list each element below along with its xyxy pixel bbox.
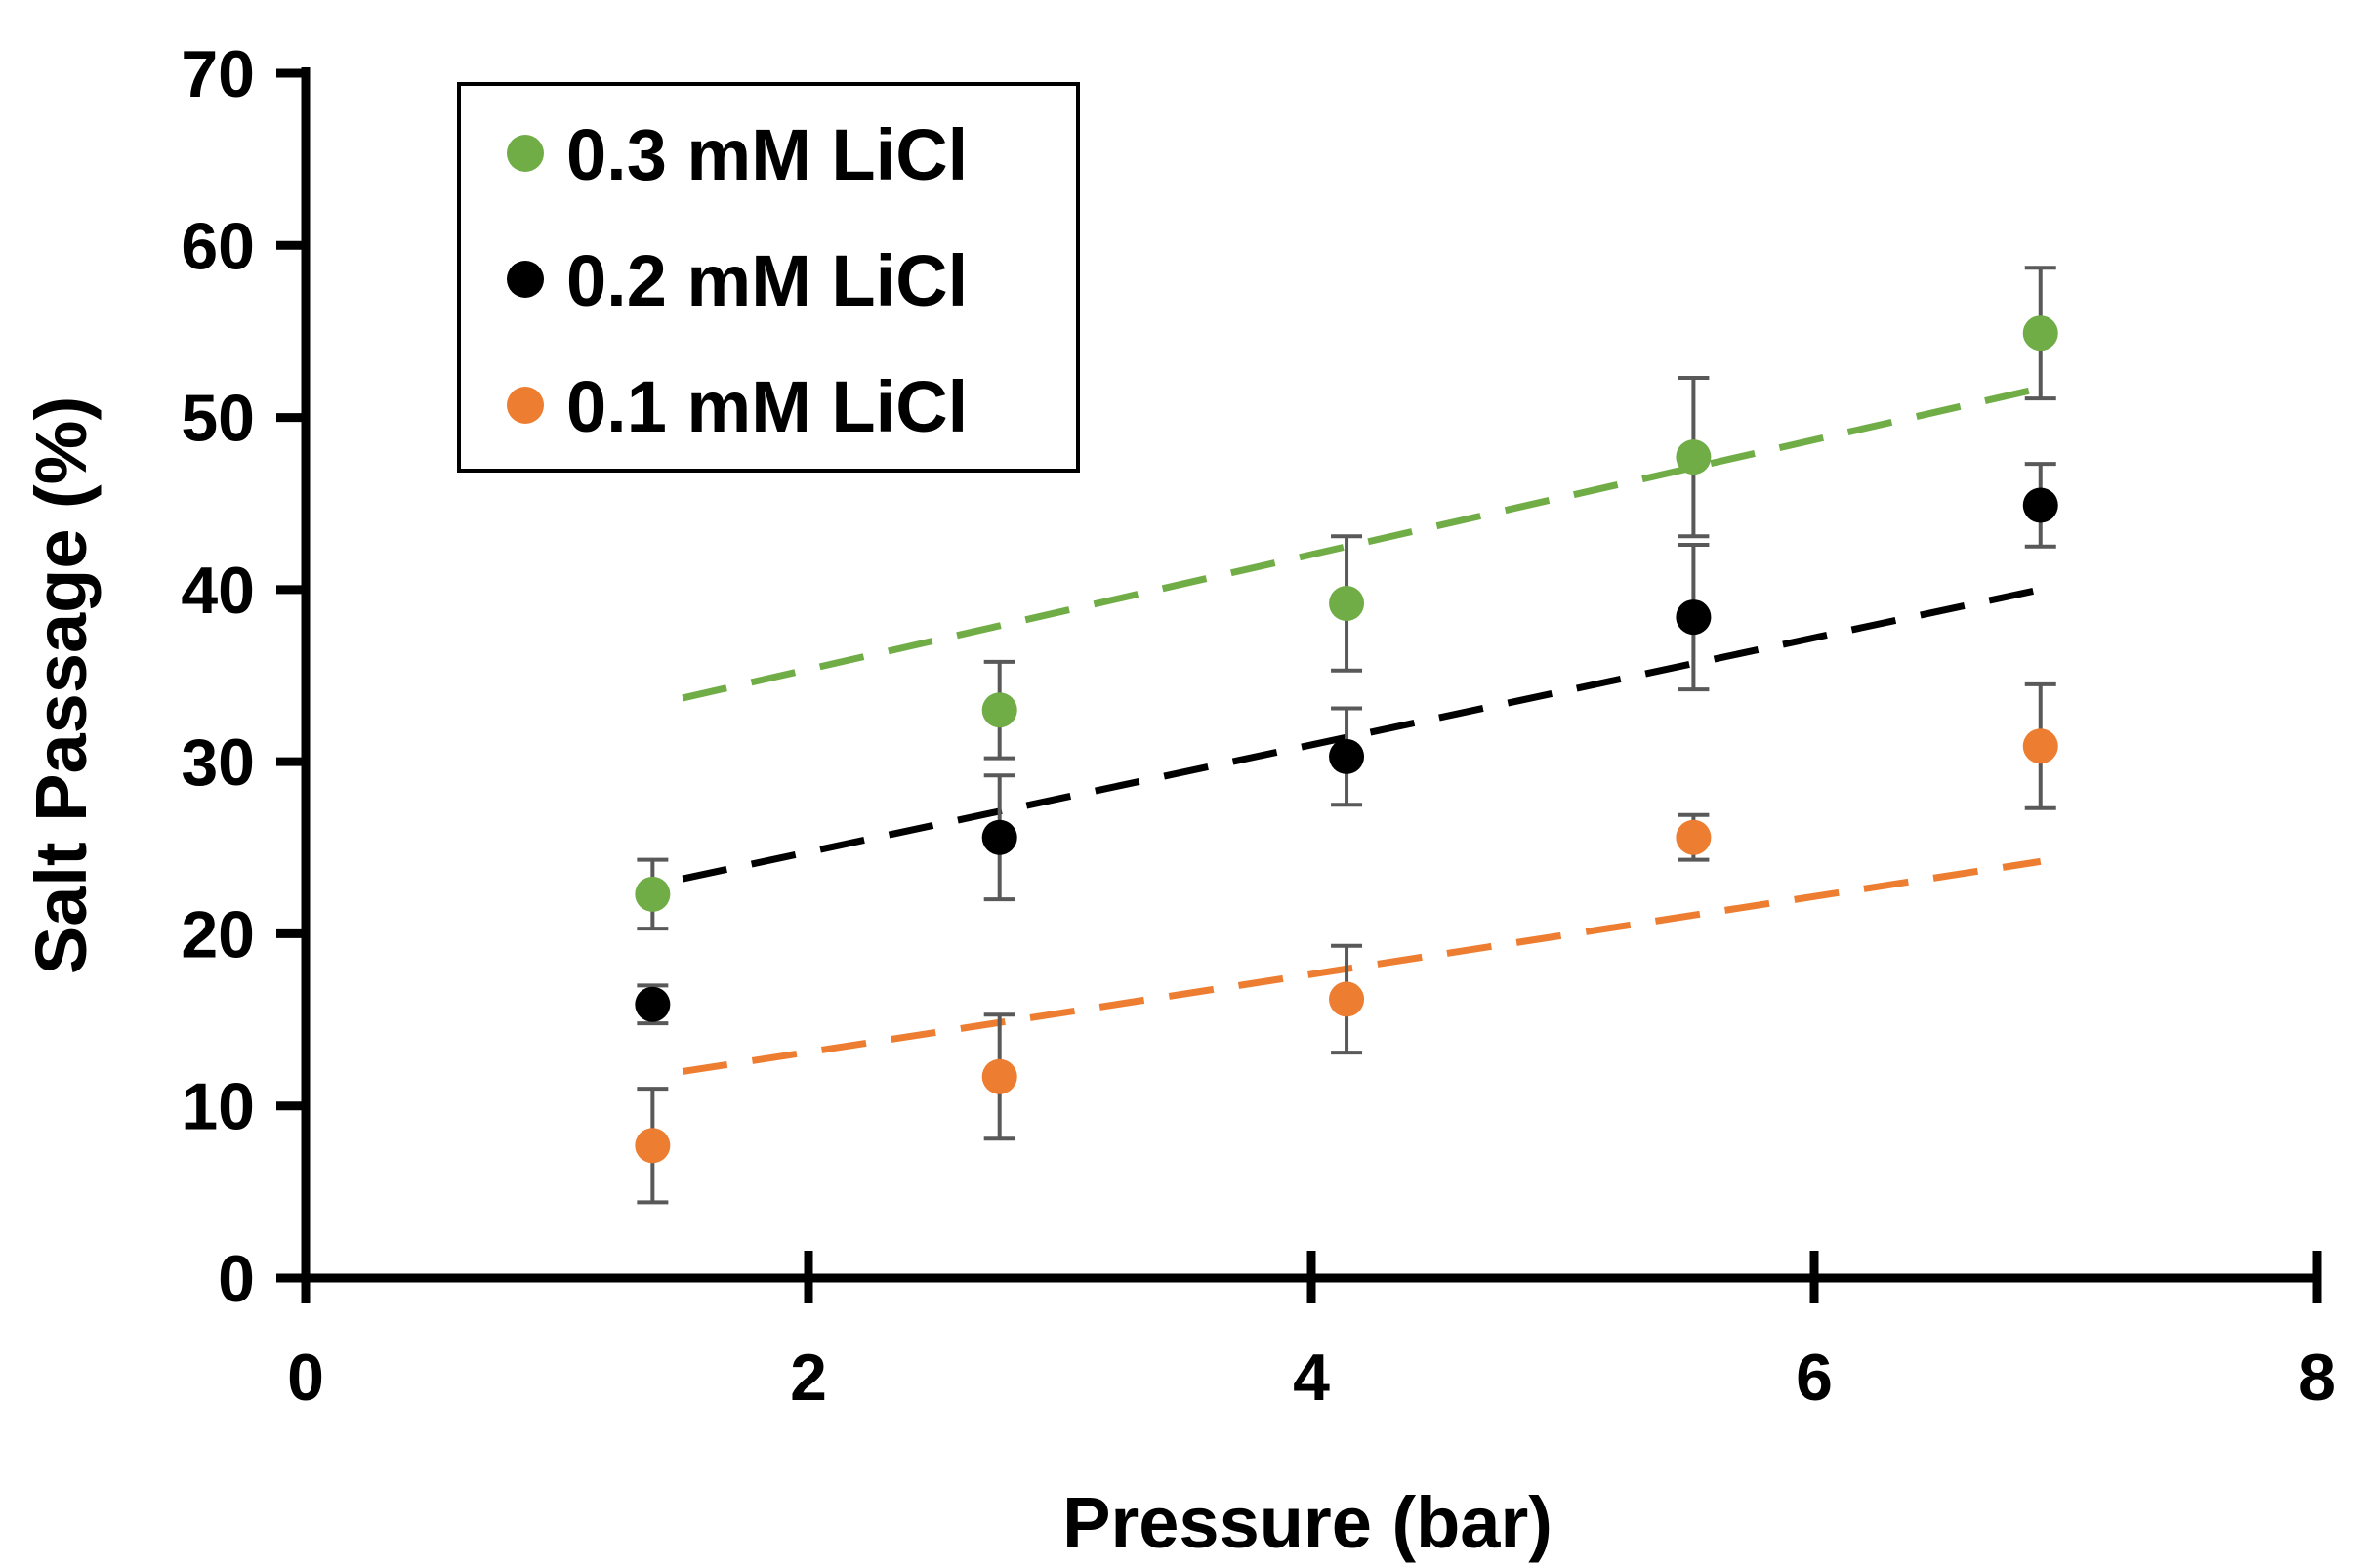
legend-item-0-2-mm-licl: 0.2 mM LiCl [507,240,968,321]
data-point-0-3-mm-licl [1676,439,1712,475]
legend-label: 0.1 mM LiCl [566,366,968,447]
legend-label: 0.3 mM LiCl [566,114,968,195]
trendline-0-3-mm-licl [682,385,2042,702]
data-point-0-1-mm-licl [1329,981,1365,1017]
x-tick-label: 2 [790,1341,827,1415]
y-tick-label: 70 [181,37,255,111]
y-tick-label: 60 [181,209,255,283]
data-point-0-2-mm-licl [1329,738,1365,774]
axes [276,67,2322,1303]
x-tick-label: 4 [1293,1341,1330,1415]
tick-labels: 0 10 20 30 40 50 60 70 0 2 4 6 8 [181,37,2336,1415]
data-point-0-3-mm-licl [635,876,671,912]
legend-item-0-3-mm-licl: 0.3 mM LiCl [507,114,968,195]
legend-marker [507,387,544,424]
legend-box [457,82,1080,473]
data-point-0-2-mm-licl [1676,599,1712,636]
data-point-0-2-mm-licl [2022,487,2058,523]
x-tick-label: 8 [2299,1341,2336,1415]
y-tick-label: 20 [181,897,255,971]
legend-marker [507,261,544,298]
legend-label: 0.2 mM LiCl [566,240,968,321]
y-tick-label: 10 [181,1070,255,1144]
x-axis-title: Pressure (bar) [1062,1482,1553,1563]
data-point-0-3-mm-licl [2022,315,2058,351]
legend: 0.3 mM LiCl 0.2 mM LiCl 0.1 mM LiCl [457,82,1080,473]
data-points [635,315,2058,1164]
y-axis-title: Salt Passage (%) [21,396,102,974]
data-point-0-3-mm-licl [1329,585,1365,621]
trendline-0-1-mm-licl [682,857,2042,1075]
data-point-0-1-mm-licl [2022,728,2058,764]
legend-marker [507,135,544,172]
y-tick-label: 30 [181,725,255,800]
data-point-0-2-mm-licl [981,819,1017,855]
data-point-0-2-mm-licl [635,986,671,1022]
legend-items: 0.3 mM LiCl 0.2 mM LiCl 0.1 mM LiCl [507,114,968,447]
y-tick-label: 40 [181,554,255,628]
y-tick-label: 50 [181,382,255,456]
data-point-0-3-mm-licl [981,692,1017,728]
data-point-0-1-mm-licl [981,1058,1017,1094]
y-tick-label: 0 [218,1242,255,1316]
trendlines [682,385,2042,1075]
data-point-0-1-mm-licl [1676,819,1712,855]
x-tick-label: 0 [287,1341,324,1415]
legend-item-0-1-mm-licl: 0.1 mM LiCl [507,366,968,447]
data-point-0-1-mm-licl [635,1128,671,1164]
x-tick-label: 6 [1796,1341,1833,1415]
trendline-0-2-mm-licl [682,586,2042,883]
